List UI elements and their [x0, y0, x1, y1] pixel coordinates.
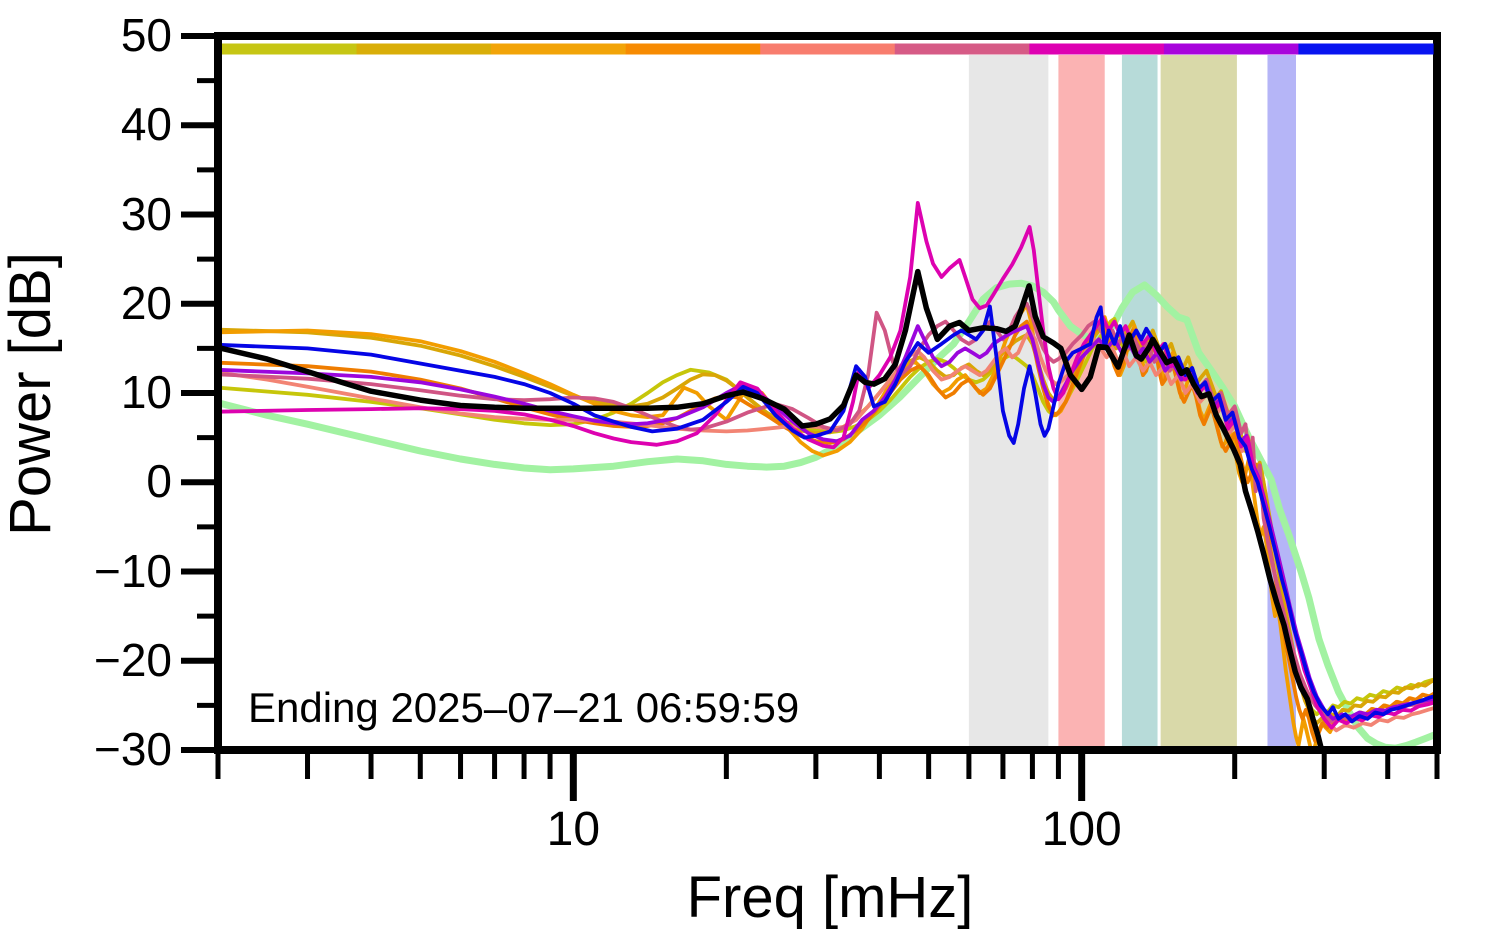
y-tick-label: 0 [146, 455, 172, 508]
top-bar-segment [1163, 43, 1300, 55]
x-tick-label: 10 [546, 803, 601, 856]
timestamp-annotation: Ending 2025–07–21 06:59:59 [248, 684, 800, 731]
trace-dark-orange [218, 319, 1437, 743]
x-axis-title: Freq [mHz] [686, 865, 974, 930]
shaded-band [1121, 55, 1158, 746]
top-bar-segment [625, 43, 761, 55]
x-tick-label: 100 [1041, 803, 1122, 856]
y-tick-label: 40 [120, 98, 172, 151]
y-tick-label: 20 [120, 276, 172, 329]
y-tick-label: −30 [93, 723, 172, 776]
top-bar-segment [894, 43, 1030, 55]
top-bar-segment [491, 43, 627, 55]
frequency-bands [968, 55, 1297, 746]
trace-light-green [218, 279, 1437, 750]
y-tick-label: −10 [93, 544, 172, 597]
spectrum-curves [218, 201, 1437, 750]
trace-blue [218, 304, 1437, 724]
top-bar-segment [760, 43, 896, 55]
top-bar-segment [222, 43, 358, 55]
plot-frame [214, 32, 1441, 754]
top-bar-segment [1029, 43, 1165, 55]
top-bar-segment [1298, 43, 1434, 55]
top-color-bar [222, 43, 1434, 55]
trace-magenta [218, 201, 1437, 730]
y-tick-label: −20 [93, 633, 172, 686]
y-tick-label: 50 [120, 9, 172, 62]
trace-salmon [218, 328, 1437, 733]
axis-ticks [181, 33, 1440, 801]
y-tick-label: 10 [120, 366, 172, 419]
top-bar-segment [356, 43, 492, 55]
trace-black-mean [218, 268, 1325, 750]
y-tick-label: 30 [120, 187, 172, 240]
